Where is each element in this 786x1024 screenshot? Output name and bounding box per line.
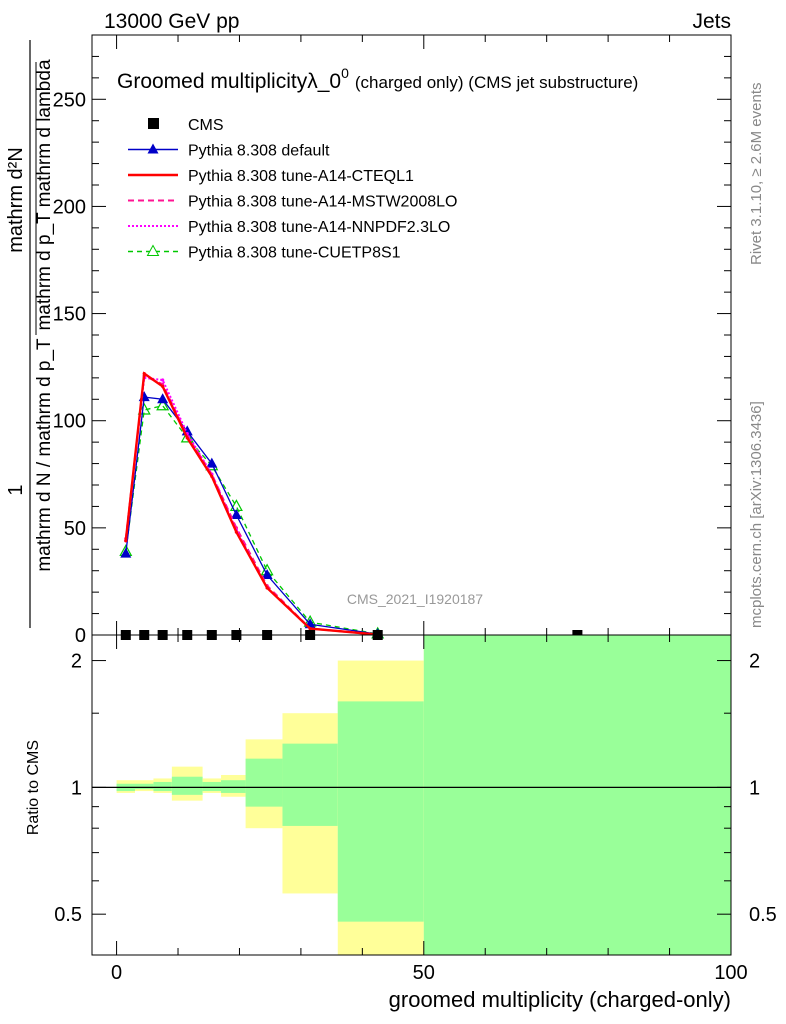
series-line — [124, 374, 378, 636]
series-line — [125, 404, 378, 635]
ratio-band-inner — [221, 780, 246, 793]
ratio-y-tick-label: 2 — [71, 651, 82, 673]
chart-title: Groomed multiplicityλ_00 (charged only) (… — [117, 65, 638, 93]
header-left: 13000 GeV pp — [104, 10, 239, 33]
legend-label: Pythia 8.308 tune-CUETP8S1 — [188, 245, 401, 262]
ratio-band-inner — [245, 758, 283, 807]
data-point — [142, 371, 146, 376]
data-point — [234, 530, 238, 534]
watermark: CMS_2021_I1920187 — [347, 591, 483, 607]
legend-marker — [146, 244, 160, 256]
x-tick-label: 100 — [714, 962, 747, 984]
legend-label: Pythia 8.308 tune-A14-NNPDF2.3LO — [188, 219, 450, 236]
data-point — [265, 586, 269, 590]
data-point — [157, 393, 169, 404]
ratio-axis-label: Ratio to CMS — [25, 740, 42, 835]
side-label-rivet: Rivet 3.1.10, ≥ 2.6M events — [748, 83, 765, 266]
y-axis-label: 1 mathrm d²N mathrm d p_T mathrm d lambda m… — [5, 40, 55, 628]
x-tick-label: 50 — [413, 962, 435, 984]
data-point — [161, 384, 165, 389]
data-point — [206, 457, 218, 468]
legend-label: Pythia 8.308 tune-A14-MSTW2008LO — [188, 194, 457, 211]
ratio-panel: 0 50 100 0.5 0.5 1 1 2 2 groomed multiplicity (ch… — [25, 634, 777, 1012]
ratio-band-inner — [337, 701, 424, 922]
ratio-y-tick-label: 1 — [71, 777, 82, 799]
data-point — [161, 378, 165, 382]
chart-title-superscript: 0 — [341, 65, 349, 81]
data-point — [229, 499, 243, 512]
header-right: Jets — [692, 10, 731, 33]
legend-marker — [147, 143, 159, 154]
x-tick-label: 0 — [111, 962, 122, 984]
ratio-band-inner — [135, 783, 154, 790]
ratio-band-inner — [423, 635, 731, 955]
data-point — [120, 547, 132, 558]
y-tick-label: 250 — [53, 89, 86, 111]
ratio-frame — [91, 634, 732, 956]
y-tick-label: 150 — [53, 304, 86, 326]
legend-swatch — [148, 118, 159, 129]
data-point — [185, 436, 189, 440]
y-label-numer-frac: mathrm d²N — [5, 147, 27, 253]
side-label-site: mcplots.cern.ch [arXiv:1306.3436] — [748, 401, 765, 628]
legend-label: CMS — [188, 117, 224, 134]
ratio-y-tick-label-right: 1 — [749, 777, 760, 799]
y-tick-label: 0 — [75, 625, 86, 647]
legend-label: Pythia 8.308 tune-A14-CTEQL1 — [188, 168, 414, 185]
data-point — [210, 474, 214, 479]
y-label-numer: 1 — [5, 484, 27, 495]
y-tick-label: 50 — [64, 518, 86, 540]
data-point — [308, 626, 312, 631]
y-label-numer-frac-den: mathrm d p_T mathrm d lambda — [34, 59, 55, 330]
main-panel: 0 50 100 150 200 250 1 mathrm d²N mathrm d p_T m… — [5, 34, 732, 647]
legend-label: Pythia 8.308 default — [188, 143, 330, 160]
y-label-denom: mathrm d N / mathrm d p_T — [34, 338, 55, 572]
chart-title-suffix: (charged only) (CMS jet substructure) — [355, 73, 638, 92]
ratio-y-tick-label-right: 2 — [749, 651, 760, 673]
y-tick-label: 100 — [53, 411, 86, 433]
data-point — [156, 398, 170, 411]
data-point — [124, 539, 128, 543]
y-tick-label: 200 — [53, 196, 86, 218]
series-line — [124, 371, 378, 636]
x-axis-label: groomed multiplicity (charged-only) — [389, 987, 731, 1012]
data-point — [261, 569, 273, 579]
ratio-band-inner — [202, 781, 222, 792]
ratio-y-tick-label: 0.5 — [54, 904, 82, 926]
data-point — [230, 509, 242, 519]
ratio-band-inner — [282, 743, 338, 826]
ratio-band-inner — [171, 776, 203, 795]
legend: CMS Pythia 8.308 default Pythia 8.308 tune… — [128, 117, 457, 262]
ratio-band-inner — [153, 781, 172, 792]
series-line — [125, 396, 378, 635]
series-line — [124, 376, 378, 636]
ratio-y-tick-label-right: 0.5 — [749, 904, 777, 926]
